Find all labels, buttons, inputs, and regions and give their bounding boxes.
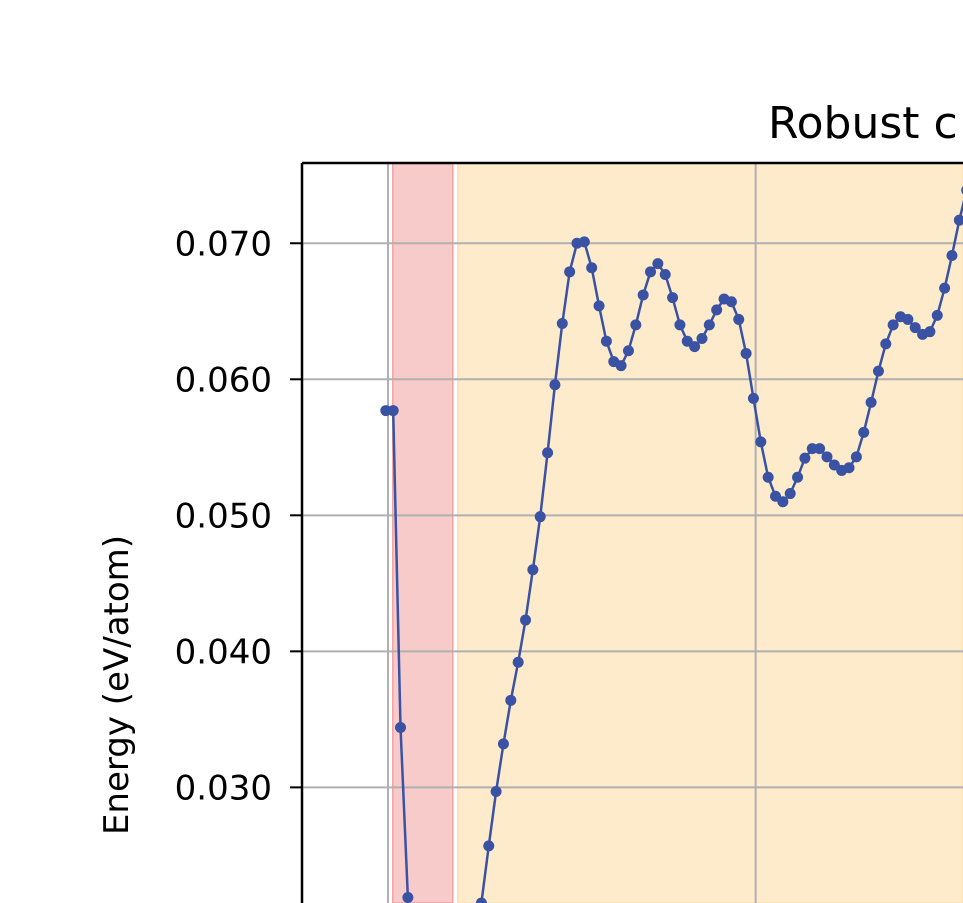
data-point [615,360,627,372]
data-point [850,451,862,463]
data-point [872,365,884,377]
y-tick-label: 0.050 [175,496,272,536]
data-point [799,452,811,464]
data-point [946,250,958,261]
data-point [924,326,936,338]
data-point [622,345,634,357]
data-point [512,656,524,668]
data-point [762,471,774,483]
data-point [387,405,399,417]
data-point [490,785,502,797]
data-point [542,447,554,459]
data-point [652,258,664,270]
data-point [556,318,568,330]
data-point [747,392,759,404]
data-point [755,436,767,448]
data-point [395,722,407,734]
data-point [645,266,657,278]
data-point [865,396,877,408]
y-tick-label: 0.070 [175,224,272,264]
data-point [659,269,671,281]
data-point [931,309,943,321]
data-point [740,347,752,359]
data-point [674,319,686,331]
chart-title: Robust c [768,98,958,149]
data-point [667,292,679,304]
data-point [549,379,561,391]
data-point [497,738,509,750]
data-point [630,319,642,331]
data-point [578,236,590,248]
data-point [534,511,546,523]
shaded-span [457,163,963,903]
data-point [821,451,833,463]
data-point [858,426,870,438]
data-point [586,262,598,274]
shaded-span [392,163,454,903]
data-point [939,282,951,294]
data-point [953,214,963,226]
data-point [792,471,804,483]
data-point [475,897,487,903]
data-point [814,443,826,455]
data-point [784,488,796,500]
data-point [689,341,701,353]
y-tick-label: 0.030 [175,768,272,808]
data-point [564,266,576,278]
y-tick-label: 0.040 [175,632,272,672]
data-point [733,313,745,325]
data-point [703,319,715,331]
data-point [887,319,899,331]
data-point [520,614,532,626]
y-tick-label: 0.060 [175,360,272,400]
data-point [777,496,789,508]
data-point [505,694,517,706]
data-point [725,296,737,308]
data-point [909,322,921,334]
plot-area [302,163,963,903]
data-point [843,462,855,474]
y-axis-label: Energy (eV/atom) [97,535,137,835]
data-point [711,304,723,316]
data-point [402,892,414,903]
data-point [483,840,495,852]
data-point [696,332,708,344]
data-point [637,289,649,301]
data-point [902,313,914,325]
data-point [880,338,892,350]
data-point [600,335,612,347]
data-point [593,300,605,312]
data-point [527,564,539,576]
